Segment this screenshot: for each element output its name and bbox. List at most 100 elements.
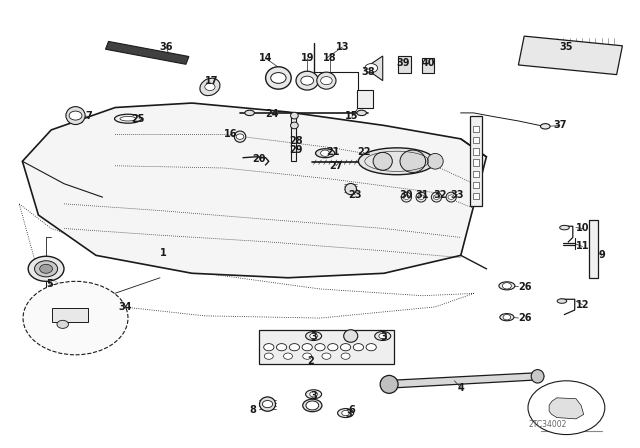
Circle shape — [448, 195, 454, 199]
Circle shape — [306, 401, 319, 410]
Text: 38: 38 — [361, 67, 375, 77]
Bar — [357, 90, 373, 108]
Ellipse shape — [531, 370, 544, 383]
Circle shape — [418, 195, 424, 199]
Circle shape — [302, 344, 312, 351]
Polygon shape — [365, 56, 383, 81]
Ellipse shape — [66, 107, 85, 125]
Ellipse shape — [500, 314, 514, 321]
Circle shape — [342, 410, 349, 416]
Circle shape — [503, 314, 511, 320]
Ellipse shape — [540, 124, 550, 129]
Ellipse shape — [234, 131, 246, 142]
Text: 4: 4 — [458, 383, 464, 392]
Text: 7: 7 — [85, 112, 92, 121]
Text: 39: 39 — [396, 58, 410, 68]
Text: 18: 18 — [323, 53, 337, 63]
Text: 2: 2 — [307, 356, 314, 366]
Ellipse shape — [317, 72, 336, 89]
Bar — [422, 58, 434, 73]
Text: 2TC34002: 2TC34002 — [528, 420, 566, 429]
Text: 37: 37 — [553, 121, 567, 130]
Ellipse shape — [316, 149, 335, 158]
Bar — [473, 126, 479, 132]
Circle shape — [284, 353, 292, 359]
Ellipse shape — [266, 67, 291, 89]
Ellipse shape — [244, 110, 255, 116]
Circle shape — [205, 83, 215, 90]
Polygon shape — [518, 36, 623, 75]
Text: 9: 9 — [598, 250, 605, 260]
Circle shape — [502, 283, 511, 289]
Circle shape — [303, 353, 312, 359]
Circle shape — [310, 333, 317, 339]
Circle shape — [379, 333, 387, 339]
Ellipse shape — [380, 375, 398, 393]
Text: 1: 1 — [160, 248, 166, 258]
Text: 3: 3 — [310, 332, 317, 342]
Text: 24: 24 — [265, 109, 279, 119]
Ellipse shape — [446, 192, 456, 202]
Circle shape — [264, 344, 274, 351]
Text: 27: 27 — [329, 161, 343, 171]
Circle shape — [365, 64, 378, 73]
Circle shape — [353, 344, 364, 351]
Circle shape — [315, 344, 325, 351]
Text: 8: 8 — [250, 405, 256, 415]
Text: 21: 21 — [326, 147, 340, 157]
Circle shape — [23, 281, 128, 355]
Circle shape — [528, 381, 605, 435]
Polygon shape — [22, 103, 486, 278]
Bar — [473, 182, 479, 188]
Text: 5: 5 — [47, 280, 53, 289]
Circle shape — [310, 392, 317, 397]
Bar — [398, 56, 411, 73]
Ellipse shape — [401, 192, 412, 202]
Text: 35: 35 — [559, 42, 573, 52]
Ellipse shape — [338, 409, 354, 418]
Circle shape — [289, 344, 300, 351]
Ellipse shape — [344, 330, 358, 342]
Ellipse shape — [416, 192, 426, 202]
Text: 17: 17 — [204, 76, 218, 86]
Ellipse shape — [200, 78, 220, 95]
Text: 36: 36 — [159, 42, 173, 52]
Text: 30: 30 — [399, 190, 413, 200]
Bar — [473, 148, 479, 155]
Ellipse shape — [296, 71, 319, 90]
Circle shape — [341, 353, 350, 359]
Text: 31: 31 — [415, 190, 429, 200]
Circle shape — [301, 76, 314, 85]
Ellipse shape — [345, 184, 356, 194]
Text: 12: 12 — [575, 300, 589, 310]
Polygon shape — [106, 41, 189, 65]
Text: 13: 13 — [335, 42, 349, 52]
Ellipse shape — [115, 114, 141, 123]
Ellipse shape — [560, 225, 570, 230]
Text: 11: 11 — [575, 241, 589, 251]
Circle shape — [340, 344, 351, 351]
Text: 26: 26 — [518, 313, 532, 323]
Text: 28: 28 — [289, 136, 303, 146]
Text: 34: 34 — [118, 302, 132, 312]
Text: 10: 10 — [575, 224, 589, 233]
Ellipse shape — [373, 152, 392, 170]
Text: 20: 20 — [252, 154, 266, 164]
Text: 29: 29 — [289, 145, 303, 155]
Circle shape — [321, 77, 332, 85]
Circle shape — [328, 344, 338, 351]
Ellipse shape — [120, 116, 136, 121]
Ellipse shape — [557, 299, 567, 303]
Ellipse shape — [428, 153, 444, 169]
Bar — [470, 116, 482, 206]
Text: 40: 40 — [422, 58, 436, 68]
Circle shape — [433, 195, 440, 199]
Text: 25: 25 — [131, 114, 145, 124]
Circle shape — [69, 111, 82, 120]
Text: 32: 32 — [433, 190, 447, 200]
Polygon shape — [549, 398, 584, 419]
Ellipse shape — [499, 282, 515, 290]
Circle shape — [321, 150, 330, 156]
Ellipse shape — [358, 148, 435, 175]
Circle shape — [236, 134, 244, 139]
